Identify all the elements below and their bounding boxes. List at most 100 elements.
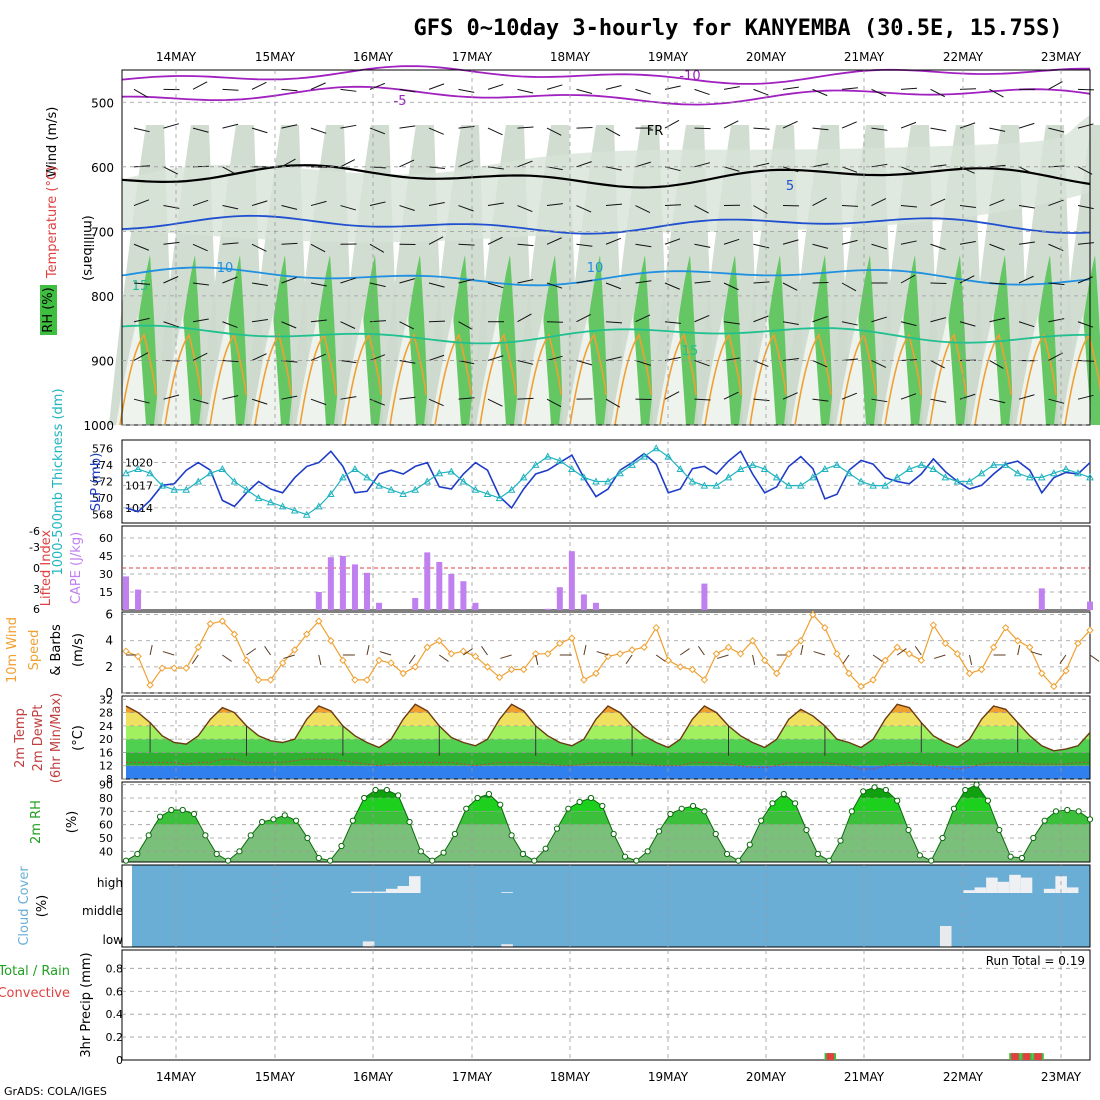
- wind-barb: [753, 127, 770, 130]
- wind-barb: [812, 197, 827, 206]
- wind-barb: [930, 398, 947, 403]
- wind-barb: [782, 321, 799, 325]
- rh-marker: [304, 834, 311, 842]
- slp-line: [125, 450, 1091, 513]
- thickness-marker: [375, 481, 383, 489]
- date-label-top: 20MAY: [746, 50, 787, 64]
- wind-barb-10m: [1030, 651, 1042, 656]
- wind-barb: [664, 119, 680, 129]
- wind-barb: [399, 321, 414, 330]
- wind-barb: [428, 320, 446, 323]
- wind-barb: [222, 123, 239, 129]
- wind-barb: [871, 127, 888, 131]
- wind-speed-marker: [748, 637, 757, 645]
- temp-band: [126, 765, 1090, 779]
- wind-speed-marker: [327, 637, 335, 645]
- wind-barb: [458, 160, 474, 168]
- wind-barb: [487, 236, 503, 245]
- rh-marker: [848, 808, 855, 815]
- wind-barb: [989, 317, 1006, 323]
- wind-speed-marker: [785, 650, 793, 658]
- wind-barb: [517, 243, 534, 247]
- rh-marker: [224, 857, 232, 864]
- wind-barb-10m: [583, 645, 587, 656]
- wind-barb: [694, 162, 711, 168]
- wind-barb: [812, 88, 828, 97]
- rh-marker: [1075, 808, 1082, 815]
- wind-barb: [782, 120, 798, 129]
- temp-tick: 28: [99, 707, 113, 720]
- cape-bar: [568, 551, 575, 610]
- rh-marker: [780, 790, 787, 798]
- temperature-contour: [704, 333, 742, 426]
- thickness-marker: [640, 452, 648, 460]
- rh-marker: [508, 832, 515, 839]
- wind-speed-marker: [1050, 682, 1058, 691]
- wind-barb: [428, 202, 445, 207]
- wind-barb: [900, 166, 917, 174]
- wind-barb-10m: [439, 654, 449, 662]
- wind-barb: [428, 166, 445, 169]
- wind-speed-marker: [1062, 667, 1070, 675]
- rh-marker: [894, 797, 901, 804]
- wind-speed-marker: [218, 617, 227, 625]
- rh-marker: [826, 857, 833, 864]
- thickness-marker: [363, 473, 371, 481]
- cloud-high-bar: [997, 881, 1010, 893]
- wind-barb-10m: [318, 654, 322, 665]
- rh-marker: [417, 848, 424, 855]
- wind-barb: [340, 205, 357, 211]
- rh-tick: 60: [99, 819, 113, 832]
- wind-barb: [340, 359, 357, 364]
- rh-marker: [463, 805, 470, 812]
- thickness-marker: [1062, 465, 1070, 473]
- rh-marker: [531, 857, 538, 864]
- cloud-high-bar: [385, 888, 398, 893]
- wind-barb: [871, 316, 887, 323]
- thickness-marker: [1050, 469, 1058, 477]
- cloud-level-label: low: [103, 933, 124, 947]
- wind-barb: [1077, 394, 1094, 400]
- wind-barb: [753, 243, 770, 249]
- rh-legend-swatch: [40, 285, 57, 335]
- wind-barb-10m: [842, 654, 850, 664]
- wind-barb: [133, 88, 149, 98]
- thickness-tick: 576: [92, 442, 113, 455]
- wind-barb-10m: [222, 654, 232, 662]
- rh-marker: [474, 794, 481, 802]
- wind-barb: [723, 357, 740, 361]
- wind-barb: [841, 205, 859, 207]
- wind-speed-marker: [881, 656, 889, 665]
- wind-speed-marker: [435, 637, 444, 645]
- wind-barb: [930, 317, 947, 323]
- temperature-contour: [434, 333, 472, 426]
- thickness-marker: [748, 460, 757, 468]
- wind-barb-10m: [246, 648, 256, 656]
- wind-barb: [812, 127, 829, 131]
- dewpoint-line: [126, 758, 1090, 770]
- cloud-high-bar: [1043, 888, 1056, 893]
- precip-panel-frame: [121, 949, 1091, 1061]
- wind-barb: [1048, 352, 1063, 361]
- wind-speed-marker: [869, 676, 877, 684]
- wind-barb: [605, 85, 622, 90]
- wind-speed-marker: [580, 676, 588, 684]
- wind-axis-label-4: (m/s): [71, 633, 86, 667]
- wind-barb: [576, 243, 593, 247]
- wind-barb: [546, 398, 562, 408]
- rh-marker: [1052, 808, 1060, 815]
- wind-barb: [635, 88, 651, 95]
- rh-tick: 80: [99, 792, 113, 805]
- slp-tick: 1017: [125, 479, 153, 492]
- wind-barb: [458, 278, 475, 284]
- slp-panel-frame: [121, 439, 1091, 524]
- thickness-marker: [206, 469, 215, 477]
- rh-marker: [293, 817, 300, 824]
- date-label-top: 16MAY: [353, 50, 394, 64]
- wind-barb: [310, 82, 326, 90]
- wind-barb: [1018, 241, 1035, 245]
- thickness-marker: [423, 477, 432, 485]
- wind-barb: [1018, 275, 1034, 284]
- wind-barb: [900, 393, 917, 400]
- wind-barb: [723, 166, 740, 172]
